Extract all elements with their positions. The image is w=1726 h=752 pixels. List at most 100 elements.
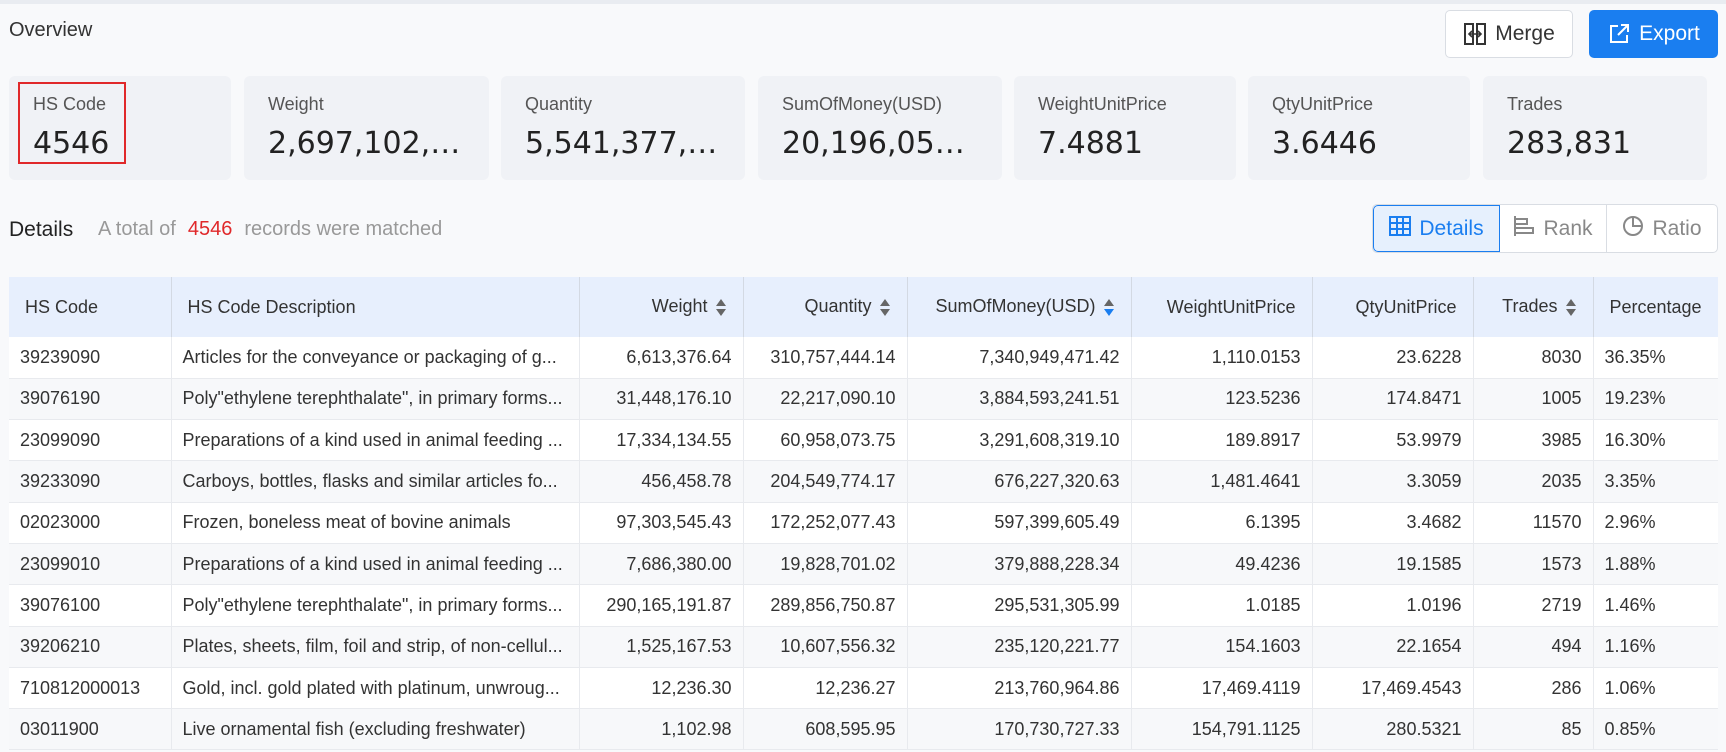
table-cell: 1.0196 — [1312, 584, 1474, 627]
table-cell: 36.35% — [1604, 346, 1666, 367]
table-cell: 39076190 — [9, 378, 172, 420]
table-cell: Plates, sheets, film, foil and strip, of… — [171, 626, 580, 668]
table-cell: 39239090 — [9, 337, 172, 379]
summary-card-sum-of-money: SumOfMoney(USD) 20,196,058,... — [758, 76, 1002, 180]
details-title: Details — [9, 218, 74, 241]
table-cell: 189.8917 — [1131, 419, 1313, 461]
table-cell: 6.1395 — [1131, 502, 1313, 544]
merge-label: Merge — [1495, 22, 1555, 45]
table-cell: 03011900 — [9, 708, 172, 750]
tab-ratio-label: Ratio — [1652, 216, 1702, 240]
hs-code-table: HS Code HS Code Description Weight Quant… — [9, 277, 1718, 750]
sort-icon[interactable] — [715, 298, 727, 318]
table-row[interactable]: 23099090 Preparations of a kind used in a… — [9, 419, 1718, 461]
column-header-trades[interactable]: Trades — [1473, 277, 1594, 337]
table-row[interactable]: 39206210 Plates, sheets, film, foil and s… — [9, 626, 1718, 668]
card-value: 2,697,102,3... — [268, 126, 468, 161]
table-cell: 53.9979 — [1312, 419, 1474, 461]
table-cell: 39076100 — [9, 584, 172, 627]
table-cell: 1573 — [1473, 543, 1594, 585]
sort-icon[interactable] — [1565, 298, 1577, 318]
table-cell: 3,291,608,319.10 — [907, 419, 1132, 461]
table-cell: 310,757,444.14 — [743, 337, 908, 379]
table-cell: 02023000 — [9, 502, 172, 544]
table-cell: 23099010 — [9, 543, 172, 585]
table-cell: 608,595.95 — [743, 708, 908, 750]
table-cell: 295,531,305.99 — [907, 584, 1132, 627]
table-cell: 235,120,221.77 — [907, 626, 1132, 668]
table-row[interactable]: 23099010 Preparations of a kind used in a… — [9, 543, 1718, 585]
table-row[interactable]: 02023000 Frozen, boneless meat of bovine … — [9, 502, 1718, 544]
column-header-sum-of-money[interactable]: SumOfMoney(USD) — [907, 277, 1132, 337]
table-cell: 286 — [1473, 667, 1594, 709]
table-cell: 85 — [1473, 708, 1594, 750]
table-row[interactable]: 03011900 Live ornamental fish (excluding … — [9, 708, 1718, 750]
export-icon — [1607, 22, 1631, 46]
column-header-hs-code: HS Code — [9, 277, 172, 337]
table-cell: 172,252,077.43 — [743, 502, 908, 544]
table-cell: 3.4682 — [1312, 502, 1474, 544]
table-cell: 49.4236 — [1131, 543, 1313, 585]
table-row[interactable]: 39233090 Carboys, bottles, flasks and sim… — [9, 460, 1718, 503]
table-cell: 1,110.0153 — [1131, 337, 1313, 379]
table-cell: 676,227,320.63 — [907, 460, 1132, 503]
column-header-qty-unit-price: QtyUnitPrice — [1312, 277, 1474, 337]
table-cell: 97,303,545.43 — [579, 502, 744, 544]
card-label: HS Code — [33, 94, 107, 114]
column-header-quantity[interactable]: Quantity — [743, 277, 908, 337]
merge-icon — [1463, 22, 1487, 46]
column-header-weight-unit-price: WeightUnitPrice — [1131, 277, 1313, 337]
table-cell: 39233090 — [9, 460, 172, 503]
table-cell: 154,791.1125 — [1131, 708, 1313, 750]
table-cell: Poly"ethylene terephthalate", in primary… — [171, 584, 580, 627]
tab-details[interactable]: Details — [1373, 205, 1500, 252]
table-cell: 0.85% — [1604, 718, 1656, 739]
table-cell: 3,884,593,241.51 — [907, 378, 1132, 420]
view-switcher: Details Rank Ratio — [1372, 204, 1718, 253]
pie-chart-icon — [1622, 215, 1644, 243]
table-cell: 2.96% — [1604, 512, 1656, 533]
table-cell: 6,613,376.64 — [579, 337, 744, 379]
table-cell: 16.30% — [1604, 429, 1666, 450]
table-cell: 710812000013 — [9, 667, 172, 709]
table-cell: 12,236.30 — [579, 667, 744, 709]
card-value: 7.4881 — [1038, 126, 1143, 161]
table-row[interactable]: 39239090 Articles for the conveyance or p… — [9, 337, 1718, 379]
table-cell: Poly"ethylene terephthalate", in primary… — [171, 378, 580, 420]
sort-desc-icon[interactable] — [1103, 298, 1115, 318]
table-cell: 17,334,134.55 — [579, 419, 744, 461]
card-label: SumOfMoney(USD) — [782, 94, 943, 114]
table-cell: 3.35% — [1604, 471, 1656, 492]
table-cell: Gold, incl. gold plated with platinum, u… — [171, 667, 580, 709]
table-cell: 1005 — [1473, 378, 1594, 420]
tab-details-label: Details — [1419, 216, 1484, 240]
table-cell: 23099090 — [9, 419, 172, 461]
hs-code-highlight-box — [18, 82, 126, 164]
table-cell: 1.88% — [1604, 553, 1656, 574]
column-header-label: Weight — [651, 296, 708, 317]
summary-card-qty-unit-price: QtyUnitPrice 3.6446 — [1248, 76, 1470, 180]
table-cell: 23.6228 — [1312, 337, 1474, 379]
summary-prefix: A total of — [98, 218, 176, 240]
table-cell: 7,340,949,471.42 — [907, 337, 1132, 379]
table-row[interactable]: 39076100 Poly"ethylene terephthalate", in… — [9, 584, 1718, 627]
export-label: Export — [1639, 22, 1700, 45]
table-cell: 204,549,774.17 — [743, 460, 908, 503]
column-header-weight[interactable]: Weight — [579, 277, 744, 337]
table-cell: Preparations of a kind used in animal fe… — [171, 543, 580, 585]
table-cell: 123.5236 — [1131, 378, 1313, 420]
table-row[interactable]: 710812000013 Gold, incl. gold plated with… — [9, 667, 1718, 709]
tab-rank[interactable]: Rank — [1500, 205, 1607, 252]
tab-ratio[interactable]: Ratio — [1607, 205, 1717, 252]
table-cell: 19.1585 — [1312, 543, 1474, 585]
column-header-label: SumOfMoney(USD) — [935, 296, 1096, 317]
export-button[interactable]: Export — [1589, 10, 1718, 58]
table-cell: 7,686,380.00 — [579, 543, 744, 585]
table-row[interactable]: 39076190 Poly"ethylene terephthalate", in… — [9, 378, 1718, 420]
sort-icon[interactable] — [879, 298, 891, 318]
column-header-percentage: Percentage — [1609, 296, 1702, 317]
table-cell: 597,399,605.49 — [907, 502, 1132, 544]
card-label: QtyUnitPrice — [1272, 94, 1374, 114]
merge-button[interactable]: Merge — [1445, 10, 1573, 58]
card-value: 5,541,377,9... — [525, 126, 725, 161]
